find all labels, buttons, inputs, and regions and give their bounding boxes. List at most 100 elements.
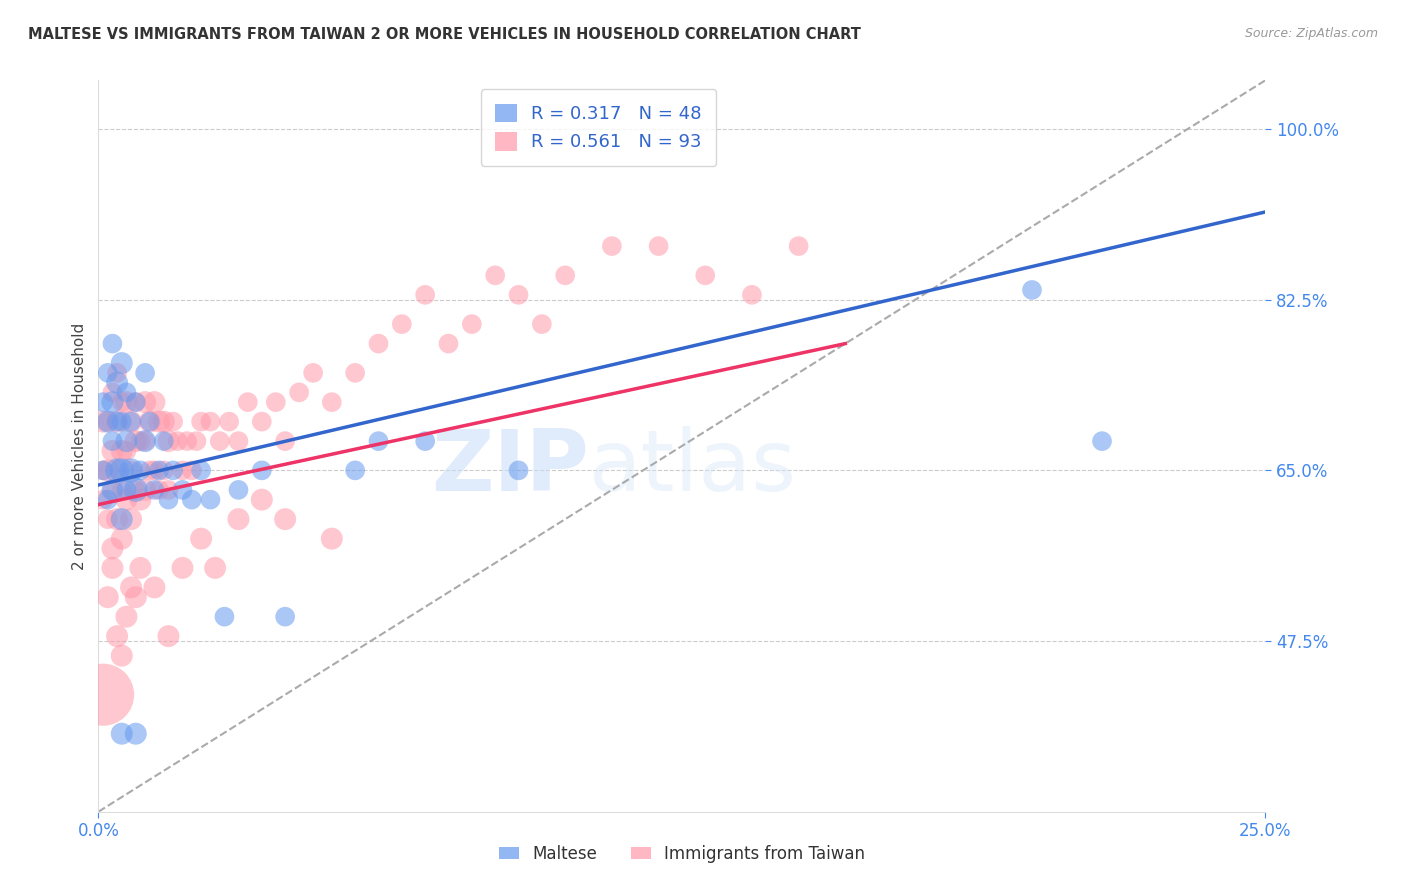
Point [274, 512, 297, 526]
Point [111, 415, 134, 429]
Point [125, 483, 148, 497]
Point [152, 415, 174, 429]
Point [129, 561, 152, 575]
Point [264, 395, 287, 409]
Point [180, 463, 202, 477]
Point [120, 415, 142, 429]
Point [101, 336, 124, 351]
Point [125, 395, 148, 409]
Point [97, 492, 120, 507]
Text: MALTESE VS IMMIGRANTS FROM TAIWAN 2 OR MORE VEHICLES IN HOUSEHOLD CORRELATION CH: MALTESE VS IMMIGRANTS FROM TAIWAN 2 OR M… [28, 27, 860, 42]
Point [413, 288, 436, 302]
Point [139, 463, 162, 477]
Point [115, 483, 138, 497]
Point [115, 434, 138, 449]
Point [101, 561, 124, 575]
Point [101, 483, 124, 497]
Point [101, 443, 124, 458]
Point [741, 288, 763, 302]
Point [115, 492, 138, 507]
Text: Source: ZipAtlas.com: Source: ZipAtlas.com [1244, 27, 1378, 40]
Point [250, 415, 273, 429]
Point [180, 492, 202, 507]
Point [91, 463, 114, 477]
Point [115, 395, 138, 409]
Point [367, 336, 389, 351]
Point [143, 395, 166, 409]
Point [111, 512, 134, 526]
Point [148, 463, 170, 477]
Point [120, 415, 142, 429]
Point [228, 512, 250, 526]
Point [508, 288, 530, 302]
Point [105, 629, 128, 643]
Point [129, 492, 152, 507]
Point [321, 532, 343, 546]
Point [125, 483, 148, 497]
Point [97, 590, 120, 604]
Point [97, 512, 120, 526]
Point [105, 463, 128, 477]
Point [111, 356, 134, 370]
Point [125, 727, 148, 741]
Point [200, 492, 222, 507]
Point [1091, 434, 1114, 449]
Point [391, 317, 413, 331]
Point [115, 609, 138, 624]
Point [111, 463, 134, 477]
Point [101, 434, 124, 449]
Point [111, 727, 134, 741]
Point [139, 415, 162, 429]
Point [787, 239, 810, 253]
Point [111, 648, 134, 663]
Text: atlas: atlas [589, 426, 797, 509]
Point [143, 463, 166, 477]
Point [105, 415, 128, 429]
Point [91, 463, 114, 477]
Point [139, 415, 162, 429]
Point [134, 366, 156, 380]
Point [134, 483, 156, 497]
Point [176, 434, 198, 449]
Point [152, 463, 174, 477]
Point [148, 415, 170, 429]
Point [321, 395, 343, 409]
Point [214, 609, 236, 624]
Point [302, 366, 325, 380]
Point [97, 463, 120, 477]
Point [101, 385, 124, 400]
Point [143, 581, 166, 595]
Point [129, 463, 152, 477]
Point [97, 415, 120, 429]
Point [115, 443, 138, 458]
Point [91, 688, 114, 702]
Point [157, 492, 180, 507]
Point [125, 434, 148, 449]
Point [91, 492, 114, 507]
Point [120, 463, 142, 477]
Point [236, 395, 259, 409]
Point [134, 395, 156, 409]
Point [218, 415, 240, 429]
Point [530, 317, 553, 331]
Point [484, 268, 506, 283]
Point [105, 512, 128, 526]
Point [647, 239, 669, 253]
Point [162, 463, 184, 477]
Point [97, 415, 120, 429]
Point [101, 395, 124, 409]
Point [111, 395, 134, 409]
Point [186, 434, 208, 449]
Point [344, 463, 367, 477]
Point [101, 541, 124, 556]
Point [105, 463, 128, 477]
Point [274, 434, 297, 449]
Point [134, 434, 156, 449]
Point [157, 629, 180, 643]
Point [166, 434, 188, 449]
Point [172, 483, 194, 497]
Point [105, 366, 128, 380]
Point [190, 415, 212, 429]
Point [288, 385, 311, 400]
Point [101, 483, 124, 497]
